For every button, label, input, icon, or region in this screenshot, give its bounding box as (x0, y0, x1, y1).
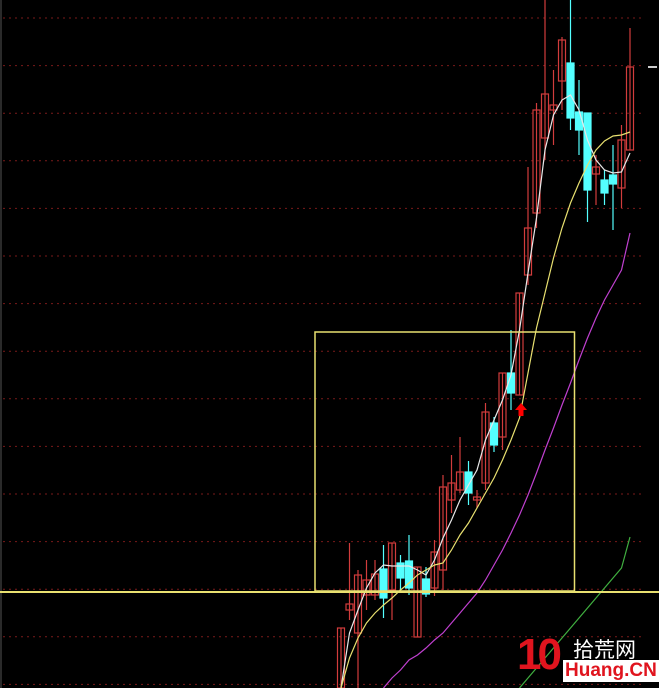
candle-up (591, 166, 601, 175)
candle-down (404, 560, 414, 589)
candle-up (625, 66, 635, 151)
candle-up (455, 471, 465, 491)
candle-down (566, 62, 575, 119)
candle-up (447, 482, 456, 501)
candle-down (600, 179, 609, 194)
candle-down (379, 568, 388, 599)
candle-up (498, 372, 507, 438)
candle-down (396, 562, 405, 579)
candle-up (438, 486, 448, 571)
candle-up (532, 109, 541, 214)
candle-up (345, 603, 354, 611)
moving-average-line (340, 94, 631, 688)
candle-down (464, 471, 473, 494)
candle-up (540, 93, 550, 139)
watermark-site-cn: 拾荒网 (573, 638, 636, 662)
watermark-site-en: Huang.CN (563, 660, 659, 682)
candle-down (574, 111, 584, 131)
highlight-box (314, 331, 576, 592)
signal-arrow-icon (515, 403, 527, 416)
candle-up (430, 551, 439, 589)
watermark-number: 10 (517, 630, 562, 679)
candle-up (549, 104, 558, 111)
candle-up (353, 574, 363, 634)
candle-up (472, 496, 482, 501)
candle-up (515, 292, 524, 396)
candle-down (583, 112, 592, 191)
candle-down (421, 578, 431, 595)
moving-average-line (519, 536, 631, 688)
candle-down (489, 422, 499, 446)
candle-up (481, 411, 490, 484)
candle-down (608, 174, 618, 185)
candle-up (413, 566, 422, 638)
moving-average-line (383, 232, 631, 688)
watermark-logo: 10 拾荒网 Huang.CN (515, 630, 659, 686)
moving-average-line (340, 131, 631, 688)
candle-up (336, 627, 346, 688)
candle-up (557, 39, 567, 82)
candle-up (362, 579, 371, 596)
